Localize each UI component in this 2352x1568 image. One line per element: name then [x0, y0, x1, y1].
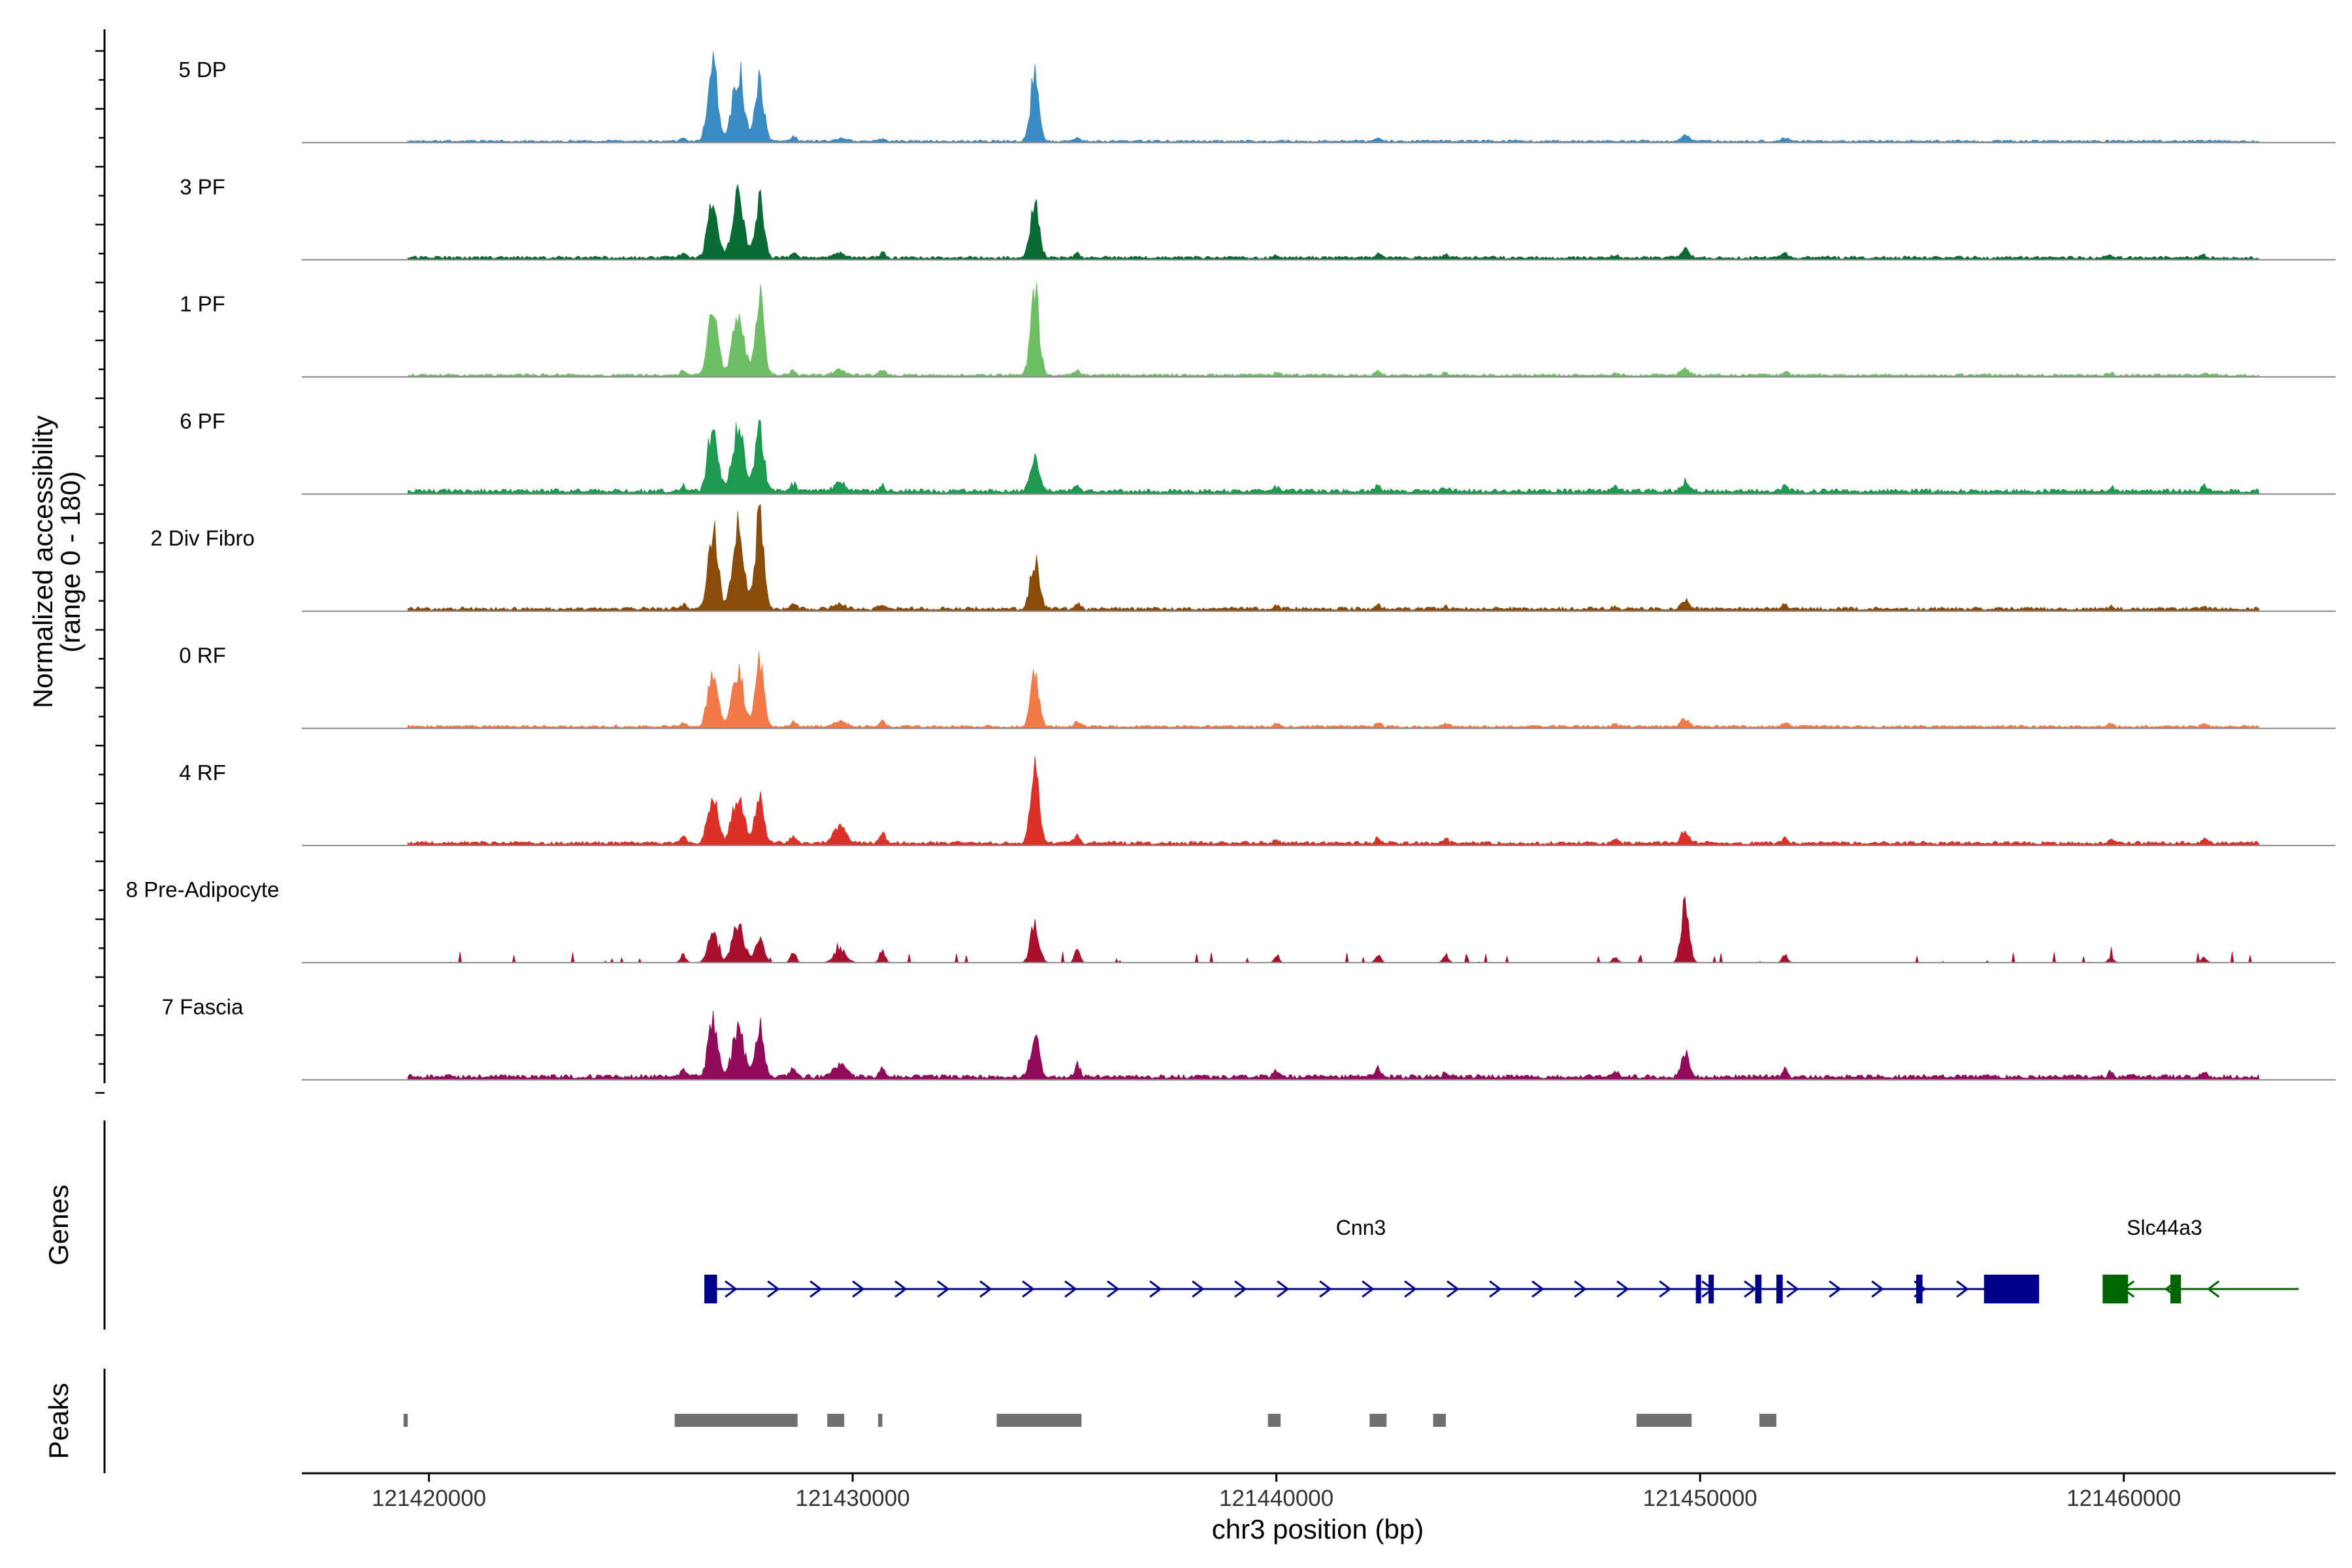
- x-tick-label: 121440000: [1219, 1486, 1333, 1511]
- coverage-track: 6 PF: [180, 409, 2336, 495]
- peak-region: [878, 1414, 883, 1427]
- coverage-track: 2 Div Fibro: [150, 504, 2336, 612]
- track-label: 7 Fascia: [162, 994, 244, 1019]
- coverage-tracks: 5 DP 3 PF 1 PF 6 PF 2 Div Fibro 0 RF 4 RF 8 Pre…: [126, 52, 2336, 1081]
- coverage-track: 8 Pre-Adipocyte: [126, 877, 2336, 964]
- genes-track-label: Genes: [43, 1184, 74, 1266]
- strand-arrow: [1616, 1280, 1629, 1298]
- strand-arrow: [1234, 1280, 1247, 1298]
- peak-region: [1759, 1414, 1776, 1427]
- strand-arrow: [1829, 1280, 1842, 1298]
- strand-arrow: [1107, 1280, 1120, 1298]
- gene-name-label: Slc44a3: [2127, 1216, 2202, 1239]
- coverage-y-ticks: [95, 50, 105, 1094]
- strand-arrow: [767, 1280, 780, 1298]
- strand-arrow: [852, 1280, 865, 1298]
- x-tick-label: 121450000: [1643, 1486, 1757, 1511]
- exon: [2102, 1275, 2129, 1303]
- coverage-area: [407, 52, 2261, 143]
- coverage-area: [407, 756, 2260, 846]
- coverage-track: 1 PF: [180, 282, 2336, 378]
- exon: [2170, 1275, 2181, 1303]
- exon: [1984, 1275, 2040, 1303]
- peak-region: [996, 1414, 1082, 1427]
- track-label: 1 PF: [180, 292, 225, 316]
- coverage-track: 3 PF: [180, 174, 2336, 261]
- strand-arrow: [725, 1280, 738, 1298]
- gene-model: Slc44a3: [2102, 1216, 2299, 1303]
- strand-arrow: [1871, 1280, 1884, 1298]
- coverage-area: [407, 184, 2261, 260]
- strand-arrow: [1786, 1280, 1799, 1298]
- strand-arrow: [1489, 1280, 1502, 1298]
- strand-arrow: [1149, 1280, 1162, 1298]
- strand-arrow: [1404, 1280, 1417, 1298]
- peak-region: [403, 1414, 408, 1427]
- x-tick-label: 121460000: [2066, 1486, 2181, 1511]
- strand-arrow: [1064, 1280, 1077, 1298]
- strand-arrow: [979, 1280, 992, 1298]
- gene-model: Cnn3: [704, 1216, 2040, 1303]
- peak-regions: [403, 1414, 1776, 1427]
- strand-arrow: [1277, 1280, 1290, 1298]
- coverage-area: [407, 651, 2260, 729]
- strand-arrow: [1574, 1280, 1587, 1298]
- x-axis-title: chr3 position (bp): [1212, 1514, 1424, 1544]
- exon: [1708, 1275, 1714, 1303]
- strand-arrow: [894, 1280, 907, 1298]
- peak-region: [827, 1414, 845, 1427]
- coverage-track: 7 Fascia: [162, 994, 2336, 1081]
- track-label: 2 Div Fibro: [150, 526, 255, 550]
- y-axis-title-line-2: (range 0 - 180): [55, 471, 86, 653]
- peak-region: [674, 1414, 798, 1427]
- peak-region: [1433, 1414, 1446, 1427]
- track-label: 4 RF: [179, 760, 226, 785]
- coverage-track: 0 RF: [179, 644, 2336, 729]
- gene-annotations: Cnn3 Slc44a3: [704, 1216, 2299, 1303]
- exon: [1916, 1275, 1923, 1303]
- y-axis-title-line-1: Normalized accessibility: [27, 416, 58, 708]
- coverage-area: [408, 896, 2260, 964]
- strand-arrow: [1022, 1280, 1035, 1298]
- track-label: 6 PF: [180, 409, 225, 433]
- exon: [1695, 1275, 1701, 1303]
- coverage-track: 5 DP: [178, 52, 2336, 144]
- peaks-track-label: Peaks: [43, 1383, 74, 1460]
- strand-arrow: [809, 1280, 823, 1298]
- y-axis-title: Normalized accessibility (range 0 - 180): [27, 416, 86, 708]
- peak-region: [1267, 1414, 1281, 1427]
- track-label: 3 PF: [180, 174, 225, 199]
- strand-arrow: [2206, 1280, 2220, 1298]
- exon: [1755, 1275, 1762, 1303]
- gene-name-label: Cnn3: [1336, 1216, 1386, 1239]
- strand-arrow: [1956, 1280, 1969, 1298]
- coverage-area: [407, 1010, 2260, 1081]
- coverage-area: [407, 504, 2260, 612]
- strand-arrow: [1362, 1280, 1375, 1298]
- peak-region: [1636, 1414, 1692, 1427]
- strand-arrow: [937, 1280, 950, 1298]
- peak-region: [1369, 1414, 1387, 1427]
- strand-arrow: [1744, 1280, 1757, 1298]
- exon: [704, 1275, 717, 1303]
- x-tick-label: 121420000: [372, 1486, 486, 1511]
- track-label: 8 Pre-Adipocyte: [126, 877, 280, 902]
- strand-arrow: [1446, 1280, 1460, 1298]
- strand-arrow: [1659, 1280, 1672, 1298]
- coverage-track: 4 RF: [179, 756, 2336, 847]
- exon: [1776, 1275, 1783, 1303]
- strand-arrow: [1319, 1280, 1332, 1298]
- strand-arrow: [1531, 1280, 1544, 1298]
- track-label: 0 RF: [179, 644, 226, 668]
- coverage-area: [407, 282, 2260, 378]
- x-tick-label: 121430000: [796, 1486, 910, 1511]
- coverage-area: [407, 419, 2260, 495]
- x-axis-ticks: 121420000 121430000 121440000 121450000 1214…: [372, 1473, 2181, 1511]
- track-label: 5 DP: [178, 57, 226, 82]
- strand-arrow: [1192, 1280, 1205, 1298]
